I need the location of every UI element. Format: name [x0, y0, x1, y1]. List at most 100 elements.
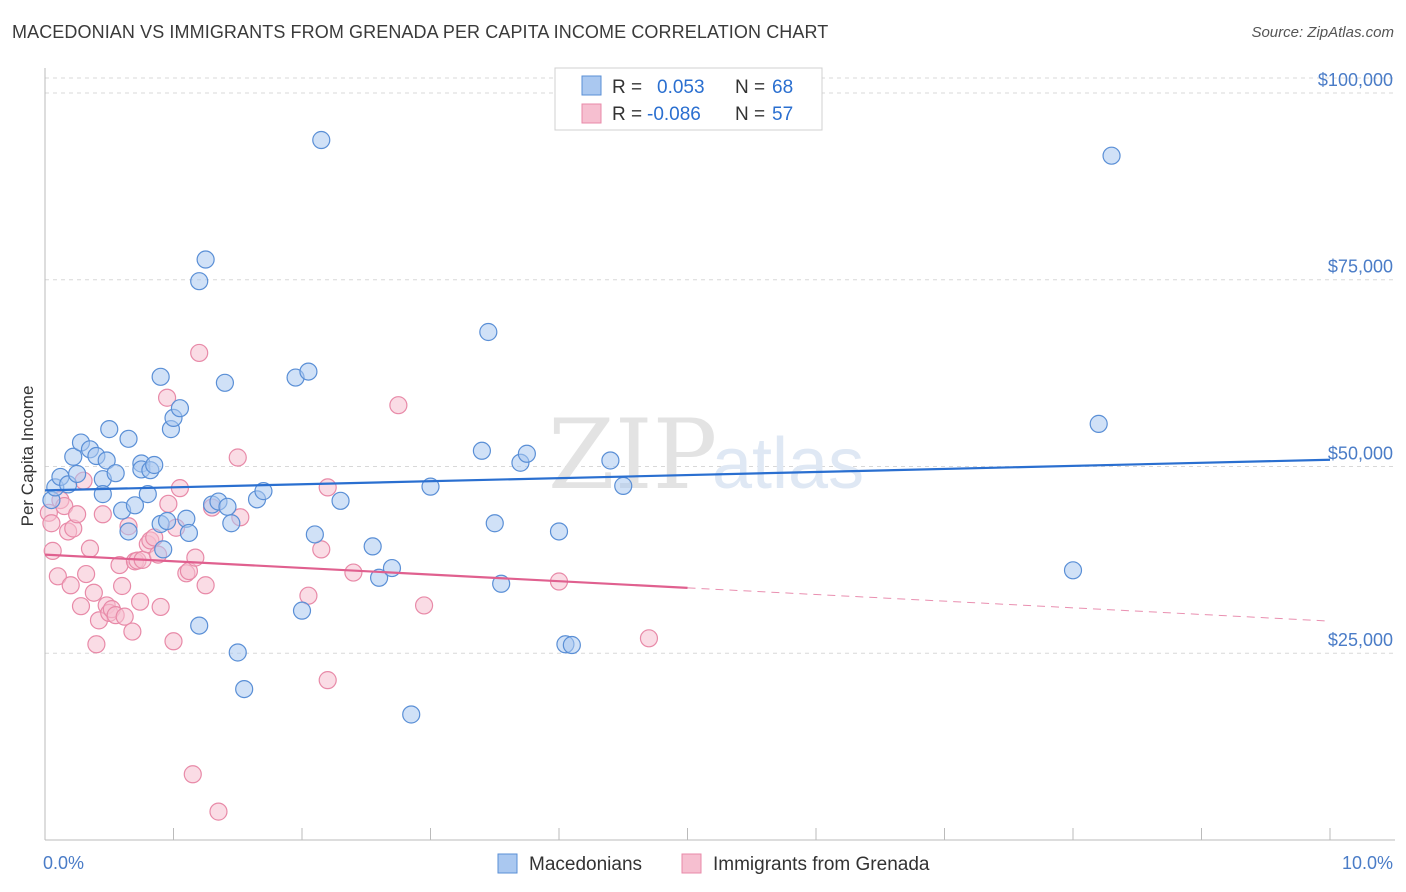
macedonians-point: [299, 362, 318, 381]
chart-title: MACEDONIAN VS IMMIGRANTS FROM GRENADA PE…: [12, 22, 829, 42]
trend-line-blue: [44, 458, 1331, 492]
grenada-point: [115, 607, 134, 626]
macedonians-point: [179, 523, 199, 543]
macedonians-point: [170, 399, 190, 418]
watermark: ZIP atlas: [548, 399, 864, 511]
grenada-point: [183, 765, 202, 784]
macedonians-point: [100, 420, 119, 439]
grenada-point: [87, 635, 106, 654]
macedonians-point: [157, 511, 177, 531]
axes: [44, 68, 1395, 841]
grenada-point: [61, 576, 80, 595]
macedonians-point: [228, 643, 247, 662]
y-axis-label: Per Capita Income: [18, 386, 37, 527]
grenada-point: [43, 541, 62, 560]
macedonians-point: [1063, 561, 1083, 580]
y-tick-label: $100,000: [1318, 70, 1393, 90]
macedonians-point: [119, 429, 138, 448]
watermark-zip: ZIP: [548, 399, 717, 511]
macedonians-point: [472, 441, 491, 460]
stats-n-label: N =: [735, 77, 765, 98]
macedonians-point: [421, 477, 440, 496]
macedonians-point: [254, 482, 273, 501]
stats-n-label: N =: [735, 104, 765, 125]
macedonians-point: [154, 540, 173, 559]
macedonians-point: [151, 367, 170, 386]
stats-n-value: 68: [772, 77, 793, 98]
y-tick-label: $25,000: [1328, 630, 1393, 650]
macedonians-point: [601, 451, 620, 470]
macedonians-point: [331, 491, 350, 510]
stats-legend-swatch-blue: [581, 75, 602, 96]
grenada-point: [84, 583, 103, 602]
grenada-point: [68, 505, 87, 524]
stats-r-value: -0.086: [647, 104, 701, 125]
y-tick-labels: $25,000 $50,000 $75,000 $100,000: [1318, 70, 1393, 650]
grenada-point: [123, 622, 142, 641]
macedonians-point: [485, 514, 504, 533]
grenada-point: [93, 505, 112, 524]
macedonians-point: [138, 485, 157, 504]
macedonians-point: [370, 568, 389, 587]
macedonians-point: [218, 497, 237, 516]
macedonians-point: [292, 601, 312, 620]
legend-swatch-macedonians: [497, 853, 518, 874]
macedonians-point: [119, 522, 138, 541]
trend-lines: [44, 458, 1331, 622]
grenada-point: [71, 597, 91, 616]
legend-label-macedonians: Macedonians: [529, 854, 642, 875]
x-tick-label: 10.0%: [1342, 853, 1393, 873]
macedonians-point: [305, 525, 324, 544]
macedonians-point: [68, 464, 87, 484]
y-tick-label: $50,000: [1328, 443, 1393, 463]
series-grenada: [39, 343, 659, 821]
macedonians-point: [614, 476, 633, 495]
macedonians-point: [402, 705, 421, 724]
grenada-point: [130, 592, 150, 611]
series-macedonians: [42, 130, 1121, 724]
stats-r-value: 0.053: [657, 77, 705, 98]
grenada-point: [159, 494, 178, 513]
grenada-point: [190, 343, 209, 363]
grenada-point: [318, 478, 337, 497]
macedonians-point: [97, 451, 116, 470]
grenada-point: [112, 576, 132, 596]
trend-line-pink-dashed: [687, 587, 1331, 622]
x-tick-labels: 0.0% 10.0%: [43, 853, 1393, 873]
series-legend: Macedonians Immigrants from Grenada: [497, 853, 930, 875]
grenada-point: [157, 388, 177, 407]
macedonians-point: [1089, 414, 1108, 433]
macedonians-point: [479, 322, 498, 342]
grenada-point: [389, 396, 408, 415]
legend-label-grenada: Immigrants from Grenada: [713, 854, 930, 875]
grenada-point: [196, 576, 215, 595]
stats-legend: R = 0.053 N = 68 R = -0.086 N = 57: [554, 67, 823, 131]
stats-legend-swatch-pink: [581, 103, 602, 124]
macedonians-point: [196, 250, 215, 269]
macedonians-point: [382, 558, 402, 578]
grenada-point: [414, 596, 434, 615]
macedonians-point: [363, 537, 382, 556]
grenada-point: [42, 514, 61, 533]
macedonians-point: [235, 679, 254, 699]
macedonians-point: [312, 130, 331, 150]
legend-swatch-grenada: [681, 853, 702, 874]
grenada-point: [151, 597, 170, 617]
stats-n-value: 57: [772, 104, 793, 125]
macedonians-point: [64, 447, 83, 466]
macedonians-point: [145, 455, 164, 475]
x-tick-label: 0.0%: [43, 853, 84, 873]
grenada-point: [318, 671, 337, 690]
watermark-atlas: atlas: [712, 424, 864, 504]
macedonians-point: [190, 616, 209, 635]
macedonians-point: [517, 444, 536, 463]
macedonians-point: [1102, 146, 1121, 165]
grenada-point: [164, 632, 183, 651]
grenada-point: [48, 567, 67, 586]
stats-r-label: R =: [612, 77, 642, 98]
macedonians-point: [222, 514, 241, 533]
macedonians-point: [215, 373, 234, 392]
stats-r-label: R =: [612, 104, 642, 125]
grenada-point: [80, 539, 100, 558]
macedonians-point: [106, 464, 125, 483]
